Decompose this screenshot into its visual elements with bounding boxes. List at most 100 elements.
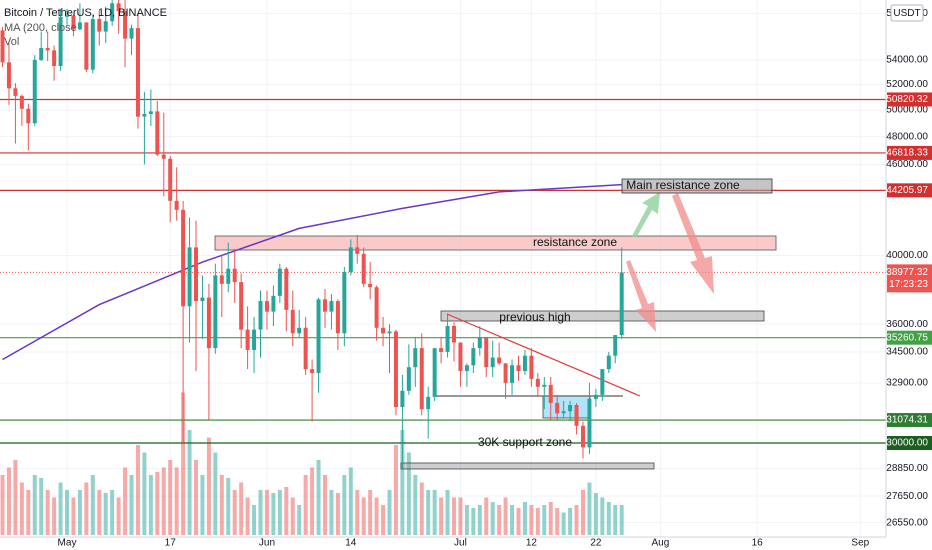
currency-button[interactable] bbox=[890, 4, 924, 22]
candle-body bbox=[174, 200, 179, 210]
x-tick-label: Jul bbox=[454, 538, 467, 549]
volume-bar bbox=[413, 475, 418, 535]
candle-body bbox=[503, 363, 508, 383]
annotation-label: 30K support zone bbox=[478, 435, 572, 449]
candle-body bbox=[484, 336, 489, 368]
y-tick-label: 28850.00 bbox=[886, 463, 928, 474]
candle-body bbox=[555, 402, 560, 414]
y-tick-label: 50000.00 bbox=[886, 105, 928, 116]
volume-bar bbox=[393, 445, 398, 535]
x-tick-label: Jun bbox=[259, 538, 275, 549]
candle-body bbox=[348, 247, 353, 273]
candle-body bbox=[219, 275, 224, 284]
volume-bar bbox=[264, 490, 269, 535]
volume-bar bbox=[387, 490, 392, 535]
x-tick-label: 22 bbox=[590, 538, 602, 549]
volume-bar bbox=[239, 482, 244, 535]
candle-body bbox=[181, 209, 186, 307]
currency-label[interactable]: USDT bbox=[893, 8, 920, 19]
moving-average bbox=[2, 183, 622, 361]
y-tick-label: 32900.00 bbox=[886, 377, 928, 388]
volume-bar bbox=[355, 490, 360, 535]
candle-body bbox=[284, 268, 289, 310]
candle-body bbox=[258, 301, 263, 330]
candle-body bbox=[45, 47, 50, 51]
volume-bar bbox=[471, 508, 476, 535]
annotation-label: previous high bbox=[499, 310, 570, 324]
volume-bar bbox=[277, 490, 282, 535]
red-arrow bbox=[672, 193, 714, 294]
volume-bar bbox=[477, 505, 482, 535]
price-label-box bbox=[887, 183, 932, 198]
volume-bar bbox=[52, 497, 57, 535]
x-tick-label: 16 bbox=[752, 538, 764, 549]
volume-bar bbox=[535, 508, 540, 535]
red-arrow bbox=[626, 260, 656, 332]
candle-body bbox=[426, 396, 431, 410]
y-tick-label: 26550.00 bbox=[886, 517, 928, 528]
candle-body bbox=[290, 309, 295, 334]
candle-body bbox=[323, 299, 328, 312]
volume-bar bbox=[168, 460, 173, 535]
price-label-box bbox=[887, 145, 932, 160]
candle-body bbox=[39, 47, 44, 60]
volume-bar bbox=[503, 497, 508, 535]
candle-body bbox=[97, 18, 102, 32]
candle-body bbox=[342, 272, 347, 334]
candles bbox=[0, 0, 624, 470]
previous-high-box bbox=[440, 310, 765, 322]
candle-body bbox=[406, 367, 411, 391]
candle-body bbox=[574, 405, 579, 426]
candle-body bbox=[110, 3, 115, 22]
annotation-label: resistance zone bbox=[533, 235, 617, 249]
candle-body bbox=[213, 275, 218, 349]
volume-bar bbox=[348, 467, 353, 535]
volume-bar bbox=[26, 490, 31, 535]
candle-body bbox=[194, 247, 199, 302]
volume-bar bbox=[232, 490, 237, 535]
candle-body bbox=[200, 297, 205, 302]
volume-bar bbox=[32, 475, 37, 535]
candle-body bbox=[264, 301, 269, 312]
price-label-box bbox=[887, 330, 932, 345]
volume-bar bbox=[226, 478, 231, 535]
x-tick-label: Aug bbox=[651, 538, 669, 549]
volume-bar bbox=[439, 497, 444, 535]
volume-bar bbox=[497, 505, 502, 535]
volume-bar bbox=[451, 497, 456, 535]
candle-body bbox=[19, 95, 24, 109]
candle-body bbox=[464, 365, 469, 372]
volume-bar bbox=[464, 505, 469, 535]
volume-bar bbox=[58, 482, 63, 535]
volume-bar bbox=[419, 482, 424, 535]
volume-bar bbox=[381, 505, 386, 535]
y-tick-label: 36000.00 bbox=[886, 319, 928, 330]
x-tick-label: 14 bbox=[345, 538, 357, 549]
candle-body bbox=[387, 331, 392, 334]
candle-body bbox=[245, 329, 250, 351]
candle-body bbox=[490, 357, 495, 368]
candle-body bbox=[580, 425, 585, 448]
candle-body bbox=[439, 348, 444, 352]
volume-bar bbox=[252, 505, 257, 535]
candle-body bbox=[58, 16, 63, 66]
volume-bar bbox=[316, 460, 321, 535]
volume-bar bbox=[361, 497, 366, 535]
volume-bar bbox=[284, 487, 289, 535]
candle-body bbox=[393, 331, 398, 408]
candle-body bbox=[400, 390, 405, 408]
candle-body bbox=[600, 369, 605, 395]
volume-bar bbox=[542, 505, 547, 535]
volume-bar bbox=[174, 467, 179, 535]
y-tick-label: 54000.00 bbox=[886, 55, 928, 66]
volume-bar bbox=[555, 508, 560, 535]
candle-body bbox=[561, 411, 566, 414]
candle-body bbox=[168, 158, 173, 201]
y-tick-label: 46000.00 bbox=[886, 159, 928, 170]
volume-bar bbox=[194, 460, 199, 535]
volume-bar bbox=[90, 475, 95, 535]
volume-bar bbox=[148, 475, 153, 535]
volume-bar bbox=[110, 490, 115, 535]
candle-body bbox=[52, 50, 57, 66]
volume-bar bbox=[484, 497, 489, 535]
